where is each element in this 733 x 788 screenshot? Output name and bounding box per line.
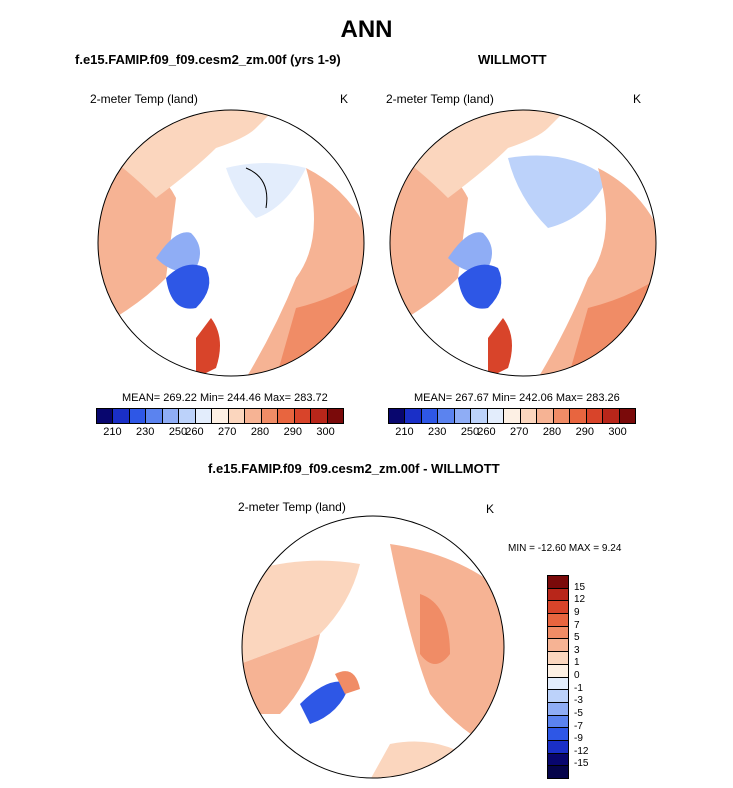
colorbar-swatch <box>195 409 213 423</box>
colorbar-tick-label: 280 <box>542 426 562 438</box>
colorbar-swatch <box>212 409 229 423</box>
colorbar-swatch <box>261 409 279 423</box>
colorbar-swatch <box>537 409 554 423</box>
panel2-title: WILLMOTT <box>478 52 547 67</box>
panel3-variable: 2-meter Temp (land) <box>238 500 346 514</box>
panel1-title: f.e15.FAMIP.f09_f09.cesm2_zm.00f (yrs 1-… <box>75 52 341 67</box>
colorbar-tick-label: 15 <box>574 581 586 593</box>
colorbar-swatch <box>548 664 568 678</box>
colorbar-swatch <box>504 409 521 423</box>
colorbar-tick-label: 0 <box>574 670 580 681</box>
colorbar-swatch <box>454 409 472 423</box>
colorbar-tick-label: 270 <box>218 426 237 438</box>
colorbar-swatch <box>405 409 422 423</box>
panel3-units: K <box>486 502 495 516</box>
colorbar-tick-label: -15 <box>574 758 589 770</box>
colorbar-swatch <box>548 702 568 716</box>
figure-title: ANN <box>340 16 393 43</box>
colorbar-swatch <box>129 409 147 423</box>
panel2-map <box>389 109 657 377</box>
colorbar-swatch <box>113 409 130 423</box>
panel1-stats: MEAN= 269.22 Min= 244.46 Max= 283.72 <box>122 392 328 404</box>
colorbar-swatch <box>548 639 568 653</box>
colorbar-swatch <box>548 626 568 640</box>
colorbar-tick-label: 12 <box>574 594 586 606</box>
colorbar-tick-label: 9 <box>574 606 580 618</box>
colorbar-tick-label: 280 <box>250 426 270 438</box>
colorbar-tick-label: -7 <box>574 720 583 732</box>
colorbar-swatch <box>548 677 568 691</box>
colorbar-tick-label: -12 <box>574 745 589 757</box>
colorbar-swatch <box>603 409 620 423</box>
colorbar-tick-label: 210 <box>103 426 122 438</box>
panel2-units: K <box>633 92 642 106</box>
colorbar-tick-label: 260 <box>477 426 496 438</box>
colorbar-tick-label: 3 <box>574 644 580 656</box>
colorbar-swatch <box>570 409 587 423</box>
colorbar-swatch <box>548 728 568 741</box>
colorbar-swatch <box>389 409 406 423</box>
colorbar-tick-label: 290 <box>575 426 594 438</box>
colorbar-tick-label: 7 <box>574 619 580 631</box>
colorbar-swatch <box>548 690 568 703</box>
colorbar-tick-label: 1 <box>574 657 580 669</box>
colorbar-swatch <box>520 409 538 423</box>
colorbar-tick-label: -1 <box>574 682 583 694</box>
colorbar-swatch <box>311 409 328 423</box>
colorbar-swatch <box>548 766 568 778</box>
colorbar-swatch <box>278 409 295 423</box>
panel1-units: K <box>340 92 349 106</box>
panel2-stats: MEAN= 267.67 Min= 242.06 Max= 283.26 <box>414 392 620 404</box>
colorbar-tick-label: 300 <box>608 426 627 438</box>
colorbar-tick-label: 230 <box>136 426 155 438</box>
colorbar-tick-label: 300 <box>316 426 335 438</box>
colorbar-swatch <box>228 409 246 423</box>
colorbar-tick-label: 210 <box>395 426 414 438</box>
colorbar-swatch <box>245 409 262 423</box>
colorbar-tick-label: -3 <box>574 695 583 707</box>
colorbar-swatch <box>327 409 344 423</box>
panel1-map <box>97 109 365 377</box>
colorbar-swatch <box>421 409 439 423</box>
colorbar-swatch <box>548 588 568 602</box>
colorbar-tick-label: -5 <box>574 707 583 719</box>
colorbar-tick-label: 270 <box>510 426 529 438</box>
colorbar-tick-label: -9 <box>574 733 583 745</box>
panel1-colorbar <box>96 408 344 424</box>
colorbar-tick-label: 5 <box>574 632 580 644</box>
panel3-stats: MIN = -12.60 MAX = 9.24 <box>508 543 622 554</box>
panel2-colorbar <box>388 408 636 424</box>
colorbar-swatch <box>548 740 568 754</box>
colorbar-tick-label: 290 <box>283 426 302 438</box>
colorbar-swatch <box>471 409 488 423</box>
colorbar-swatch <box>548 601 568 615</box>
colorbar-tick-label: 250 <box>168 426 188 438</box>
colorbar-tick-label: 260 <box>185 426 204 438</box>
colorbar-swatch <box>487 409 505 423</box>
panel3-map <box>241 515 505 779</box>
colorbar-swatch <box>97 409 114 423</box>
colorbar-swatch <box>294 409 312 423</box>
colorbar-swatch <box>179 409 196 423</box>
colorbar-swatch <box>146 409 163 423</box>
colorbar-swatch <box>548 652 568 665</box>
colorbar-swatch <box>548 576 568 589</box>
colorbar-swatch <box>619 409 636 423</box>
panel3-colorbar <box>547 575 569 779</box>
colorbar-swatch <box>162 409 180 423</box>
colorbar-swatch <box>586 409 604 423</box>
panel2-variable: 2-meter Temp (land) <box>386 92 494 106</box>
colorbar-swatch <box>553 409 571 423</box>
colorbar-tick-label: 230 <box>428 426 447 438</box>
colorbar-swatch <box>548 715 568 729</box>
colorbar-tick-label: 250 <box>460 426 480 438</box>
colorbar-swatch <box>548 614 568 627</box>
panel1-variable: 2-meter Temp (land) <box>90 92 198 106</box>
colorbar-swatch <box>438 409 455 423</box>
colorbar-swatch <box>548 753 568 767</box>
panel3-title: f.e15.FAMIP.f09_f09.cesm2_zm.00f - WILLM… <box>208 461 500 476</box>
